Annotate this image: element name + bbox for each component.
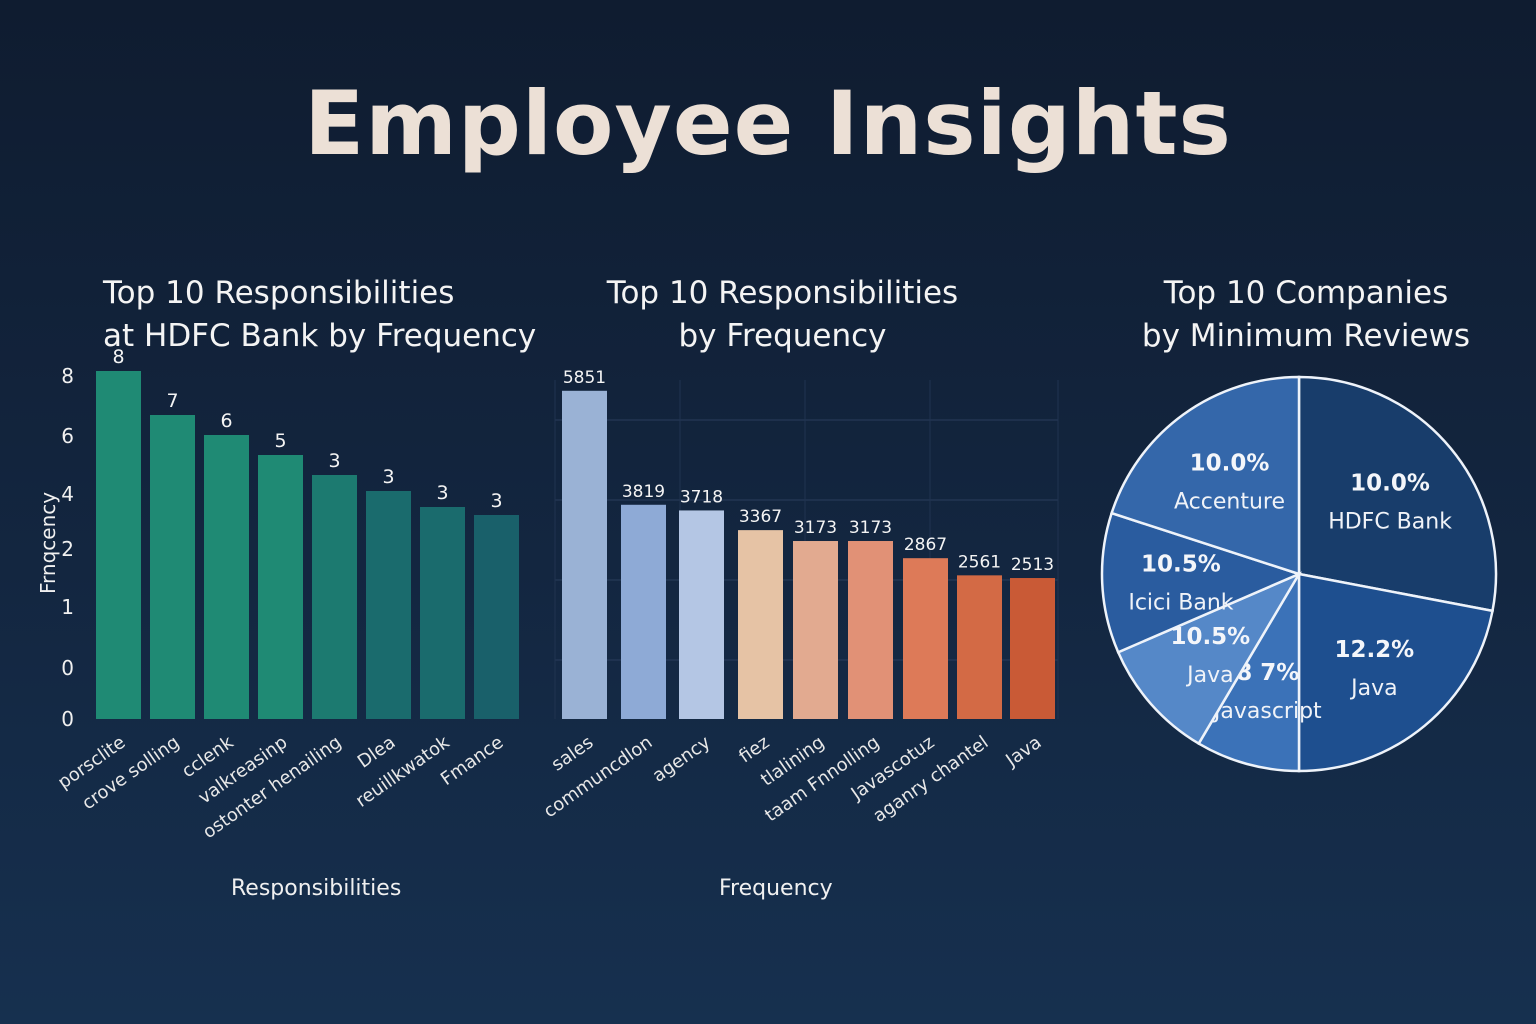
middle-bar [621, 504, 666, 719]
middle-bar [1010, 578, 1055, 719]
left-bar-value-label: 5 [274, 430, 286, 452]
middle-bar-value-label: 2513 [1011, 555, 1054, 575]
chart-title-middle-line2: by Frequency [678, 318, 887, 354]
middle-bar-value-label: 3367 [739, 507, 782, 527]
pie-slice [1297, 375, 1498, 613]
middle-bar-value-label: 3173 [794, 518, 837, 538]
left-y-tick-label: 8 [61, 364, 74, 388]
pie-slice-label: Accenture [1174, 489, 1285, 514]
middle-category-label: fiez [735, 732, 773, 767]
chart-title-left-line2: at HDFC Bank by Frequency [103, 318, 537, 354]
middle-bar [793, 541, 838, 719]
pie-percent-label: 10.5% [1170, 624, 1250, 650]
left-bar [312, 475, 357, 719]
middle-bar [679, 510, 724, 719]
pie-percent-label: 10.5% [1141, 552, 1221, 578]
chart-title-middle-line1: Top 10 Responsibilities [606, 275, 959, 311]
chart-title-right-line2: by Minimum Reviews [1141, 318, 1471, 354]
left-bar-value-label: 6 [220, 410, 232, 432]
left-y-tick-label: 0 [61, 656, 74, 680]
chart-title-left-line1: Top 10 Responsibilities [103, 275, 455, 311]
middle-bar [903, 558, 948, 719]
middle-bar-value-label: 2561 [958, 552, 1001, 572]
pie-slice-label: Java [1185, 663, 1233, 688]
pie-slice [1100, 511, 1303, 654]
chart-title-left: Top 10 Responsibilities at HDFC Bank by … [103, 272, 536, 358]
left-bar [474, 515, 519, 719]
chart-title-right-line1: Top 10 Companies [1163, 275, 1449, 311]
left-y-tick-label: 4 [61, 482, 74, 506]
left-category-label: Fmance [437, 732, 507, 790]
left-bar-value-label: 8 [112, 346, 124, 368]
left-bar-value-label: 3 [328, 450, 340, 472]
left-bar-value-label: 7 [166, 390, 178, 412]
pie-percent-label: 10.0% [1350, 471, 1430, 497]
middle-bar [848, 541, 893, 719]
middle-bar-value-label: 2867 [904, 535, 947, 555]
pie-slice-label: HDFC Bank [1328, 510, 1452, 535]
middle-bar [957, 575, 1002, 719]
left-bar [366, 491, 411, 719]
middle-bar [738, 530, 783, 719]
left-y-axis-label: Frnqcency [36, 491, 60, 594]
left-bar-value-label: 3 [490, 490, 502, 512]
left-y-tick-label: 6 [61, 424, 74, 448]
middle-bar [562, 390, 607, 719]
chart-title-right: Top 10 Companies by Minimum Reviews [1106, 272, 1506, 358]
pie-percent-label: 12.2% [1334, 637, 1414, 663]
pie-slice [1110, 375, 1301, 576]
middle-bar-value-label: 5851 [563, 368, 606, 388]
left-bar-value-label: 3 [382, 466, 394, 488]
pie-slice [1116, 571, 1303, 746]
pie-slice [1297, 572, 1494, 773]
chart-title-middle: Top 10 Responsibilities by Frequency [580, 272, 985, 358]
middle-bar-value-label: 3718 [680, 487, 723, 507]
pie-slice-label: Icici Bank [1128, 591, 1233, 616]
left-bar [420, 507, 465, 719]
pie-slice-label: Javascript [1212, 699, 1322, 724]
middle-x-axis-label: Frequency [719, 876, 833, 901]
middle-category-label: communcdlon [540, 732, 657, 822]
left-bar-value-label: 3 [436, 482, 448, 504]
left-bar [258, 455, 303, 719]
left-y-tick-label: 0 [61, 707, 74, 731]
pie-slice [1197, 569, 1301, 773]
middle-category-label: agency [649, 732, 715, 787]
middle-bar-chart: 5851sales3819communcdlon3718agency3367fi… [540, 368, 1059, 827]
middle-bar-value-label: 3819 [622, 482, 665, 502]
left-y-tick-label: 2 [61, 537, 74, 561]
left-y-tick-label: 1 [61, 595, 74, 619]
middle-bar-value-label: 3173 [849, 518, 892, 538]
left-bar [204, 435, 249, 719]
pie-percent-label: 10.0% [1190, 450, 1270, 476]
page-title: Employee Insights [304, 72, 1232, 175]
left-bar [96, 371, 141, 719]
pie-slice-label: Java [1349, 676, 1397, 701]
left-x-axis-label: Responsibilities [231, 876, 402, 901]
middle-category-label: Java [1001, 732, 1045, 772]
left-bar [150, 415, 195, 719]
